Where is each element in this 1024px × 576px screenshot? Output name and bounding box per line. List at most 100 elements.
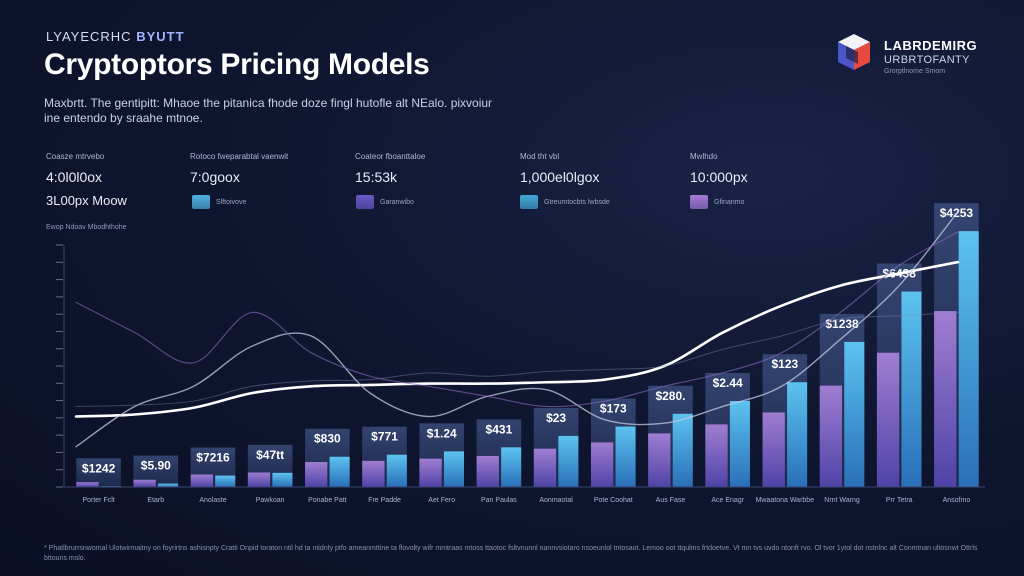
bar-series-a: [501, 447, 522, 487]
x-tick-label: Pan Paulas: [481, 497, 517, 504]
brand-sub: Grorptlnome Smom: [884, 68, 946, 75]
stat-3: Coateor fboanttaloe 15:53k: [355, 152, 425, 185]
axis-note: Ewop Ndoav Mbodhthohe: [46, 224, 127, 231]
x-tick-label: Aus Fase: [656, 497, 686, 504]
bar-series-a: [443, 451, 465, 487]
bar-value-label: $431: [486, 422, 513, 436]
bar-series-a: [272, 472, 293, 487]
header-kicker: LYAYECRHC BYUTT: [46, 29, 185, 44]
bar-value-label: $280.: [655, 389, 685, 403]
legend-item: Gfinanmo: [690, 195, 744, 209]
legend-swatch: [520, 195, 538, 209]
bar-series-a: [615, 426, 636, 487]
x-tick-label: Fre Padde: [368, 497, 401, 504]
x-tick-label: Porter Fclt: [82, 497, 114, 504]
bar-series-b: [533, 448, 557, 487]
bar-series-b: [762, 412, 785, 487]
brand-tagline: URBRTOFANTY: [884, 54, 970, 66]
stat-value: 15:53k: [355, 169, 398, 185]
x-tick-label: Aet Fero: [428, 497, 455, 504]
footnote: * Phatlbrurrsnwomal Ulotwirmaitny on foy…: [44, 545, 978, 562]
bar-series-a: [215, 475, 236, 487]
bar-value-label: $771: [371, 430, 398, 444]
legend-item: Gtreumtocbts lwbsde: [520, 195, 610, 209]
bar-value-label: $173: [600, 402, 627, 416]
stat-value: 7:0goox: [190, 169, 240, 185]
stat-value: 4:0l0l0ox: [46, 169, 103, 185]
bar-value-label: $47tt: [256, 448, 284, 462]
x-tick-label: Prr Tetra: [886, 497, 913, 504]
bar-series-b: [476, 455, 499, 487]
x-tick-label: Ace Enagr: [711, 497, 744, 504]
bar-series-a: [158, 483, 179, 487]
bar-value-label: $5.90: [141, 459, 171, 473]
stat-label: Coasze mtrvebo: [46, 152, 105, 161]
bar-series-b: [247, 472, 271, 487]
brand-block: LABRDEMIRG URBRTOFANTY Grorptlnome Smom: [836, 32, 996, 82]
bar-value-label: $1.24: [427, 426, 457, 440]
bar-series-b: [76, 482, 99, 487]
bar-series-a: [386, 454, 407, 487]
stat-value: 10:000px: [690, 169, 748, 185]
stat-label: Rotoco fweparabtal vaenwit: [190, 152, 289, 161]
bar-series-b: [819, 385, 843, 487]
bar-series-a: [729, 401, 750, 487]
stat-value: 1,000el0lgox: [520, 169, 600, 185]
x-tick-label: Anolaste: [199, 497, 226, 504]
legend-label: Garanwibo: [380, 198, 414, 206]
legend-item: Garanwibo: [356, 195, 414, 209]
stat-1: Coasze mtrvebo 4:0l0l0ox 3L00px Moow: [46, 152, 127, 208]
legend-label: Slftoivove: [216, 198, 247, 206]
x-tick-label: Nrnt Warng: [824, 497, 860, 504]
series-line: [75, 211, 959, 448]
page-subtitle: Maxbrtt. The gentipitt: Mhaoe the pitani…: [44, 96, 493, 125]
legend-item: Slftoivove: [192, 195, 246, 209]
bar-value-label: $23: [546, 411, 566, 425]
bar-series-b: [648, 433, 671, 487]
bar-series-b: [362, 460, 385, 487]
bar-series-a: [958, 231, 979, 487]
bar-value-label: $830: [314, 432, 341, 446]
legend-swatch: [192, 195, 210, 209]
stat-2: Rotoco fweparabtal vaenwit 7:0goox: [190, 152, 288, 185]
stat-5: Mwlhdo 10:000px: [690, 152, 748, 185]
x-tick-label: Pote Coohat: [594, 497, 633, 504]
bar-series-a: [329, 456, 350, 487]
bar-series-a: [558, 435, 579, 487]
stat-value-secondary: 3L00px Moow: [46, 193, 127, 208]
stat-4: Mod tht vbl 1,000el0lgox: [520, 152, 599, 185]
x-tick-label: Ansofmo: [943, 497, 971, 504]
bar-series-b: [590, 442, 614, 487]
kicker-accent: BYUTT: [136, 29, 185, 44]
brand-name: LABRDEMIRG: [884, 38, 978, 53]
bar-value-label: $2.44: [713, 376, 743, 390]
kicker-prefix: LYAYECRHC: [46, 29, 132, 44]
series-line: [74, 260, 960, 418]
bar-series-b: [934, 311, 957, 487]
x-tick-label: Etarb: [147, 497, 164, 504]
legend-label: Gfinanmo: [714, 198, 745, 206]
brand-logo-icon: [838, 34, 870, 70]
stat-label: Mwlhdo: [690, 152, 718, 161]
x-tick-label: Mwaatona Warbbe: [756, 497, 815, 504]
bar-series-b: [419, 458, 442, 487]
legend-swatch: [690, 195, 708, 209]
bar-value-label: $1238: [825, 317, 859, 331]
stat-label: Mod tht vbl: [520, 152, 560, 161]
bar-series-a: [672, 413, 693, 487]
x-tick-label: Aonmaotal: [539, 497, 573, 504]
page-title: Cryptoptors Pricing Models: [44, 48, 430, 81]
series-line: [75, 231, 959, 408]
x-tick-label: Pawkoan: [256, 497, 285, 504]
bar-value-label: $7216: [196, 451, 230, 465]
bar-series-b: [876, 352, 900, 487]
bar-series-b: [190, 474, 213, 487]
series-line: [75, 311, 959, 407]
legend-label: Gtreumtocbts lwbsde: [544, 198, 610, 206]
stat-label: Coateor fboanttaloe: [355, 152, 426, 161]
x-tick-label: Ponabe Patt: [308, 497, 347, 504]
bar-value-label: $1242: [82, 461, 116, 475]
legend-swatch: [356, 195, 374, 209]
bar-series-a: [901, 291, 922, 487]
